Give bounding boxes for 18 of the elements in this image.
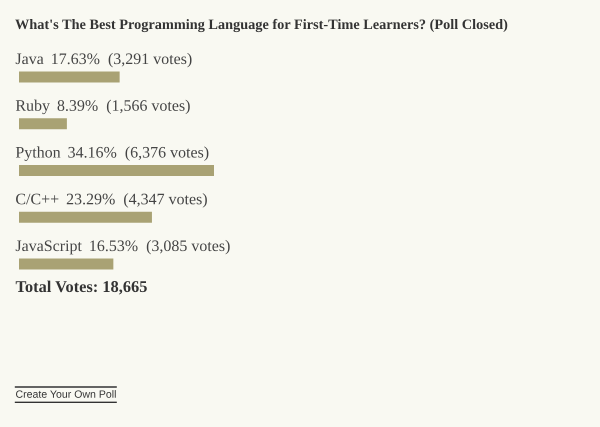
text: Total Votes: 18,665 bbox=[16, 280, 147, 294]
data-label: 17.63% (3,291 votes) bbox=[52, 52, 192, 68]
bar bbox=[19, 212, 152, 223]
bar bbox=[19, 258, 114, 270]
bar bbox=[19, 165, 214, 176]
y-tick-label: Ruby bbox=[16, 100, 50, 114]
y-tick-label: JavaScript bbox=[16, 240, 82, 254]
text: What's The Best Programming Language for First-Time Learners? (Poll Closed) bbox=[15, 18, 508, 32]
bar bbox=[19, 118, 67, 130]
bar bbox=[19, 72, 120, 82]
data-label: 8.39% (1,566 votes) bbox=[58, 100, 190, 114]
data-label: 23.29% (4,347 votes) bbox=[66, 193, 207, 208]
y-tick-label: C/C++ bbox=[16, 194, 58, 204]
y-tick-label: Python bbox=[16, 146, 60, 161]
text: Create Your Own Poll bbox=[16, 390, 116, 398]
data-label: 34.16% (6,376 votes) bbox=[68, 146, 208, 161]
y-tick-label: Java bbox=[16, 54, 44, 64]
data-label: 16.53% (3,085 votes) bbox=[90, 240, 230, 254]
